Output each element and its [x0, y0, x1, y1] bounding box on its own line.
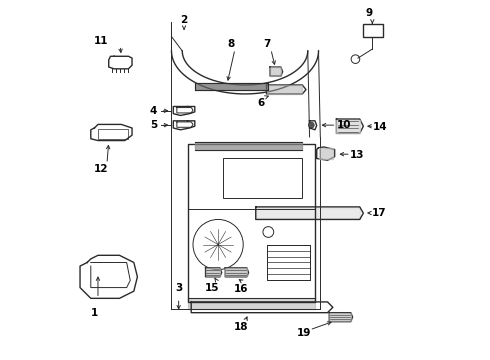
Bar: [188, 144, 315, 302]
Text: 2: 2: [180, 15, 188, 26]
Text: 12: 12: [94, 163, 108, 174]
Text: 13: 13: [350, 150, 364, 160]
Text: 10: 10: [336, 120, 351, 130]
Bar: [223, 158, 302, 198]
Text: 4: 4: [150, 106, 157, 116]
Text: 3: 3: [175, 283, 182, 293]
Bar: [364, 24, 383, 37]
Circle shape: [309, 122, 314, 128]
Text: 14: 14: [373, 122, 388, 132]
Text: 9: 9: [365, 8, 372, 18]
Text: 16: 16: [233, 284, 248, 294]
Bar: [267, 244, 310, 280]
Bar: [188, 144, 315, 209]
Text: 15: 15: [205, 283, 219, 293]
Text: 11: 11: [94, 36, 108, 46]
Text: 17: 17: [371, 208, 386, 218]
Text: 7: 7: [263, 39, 270, 49]
Text: 18: 18: [234, 322, 248, 332]
Text: 1: 1: [91, 308, 98, 318]
Text: 5: 5: [150, 120, 157, 130]
Text: 6: 6: [258, 98, 265, 108]
Text: 19: 19: [297, 328, 311, 338]
Bar: [98, 129, 128, 139]
Text: 8: 8: [227, 39, 234, 49]
